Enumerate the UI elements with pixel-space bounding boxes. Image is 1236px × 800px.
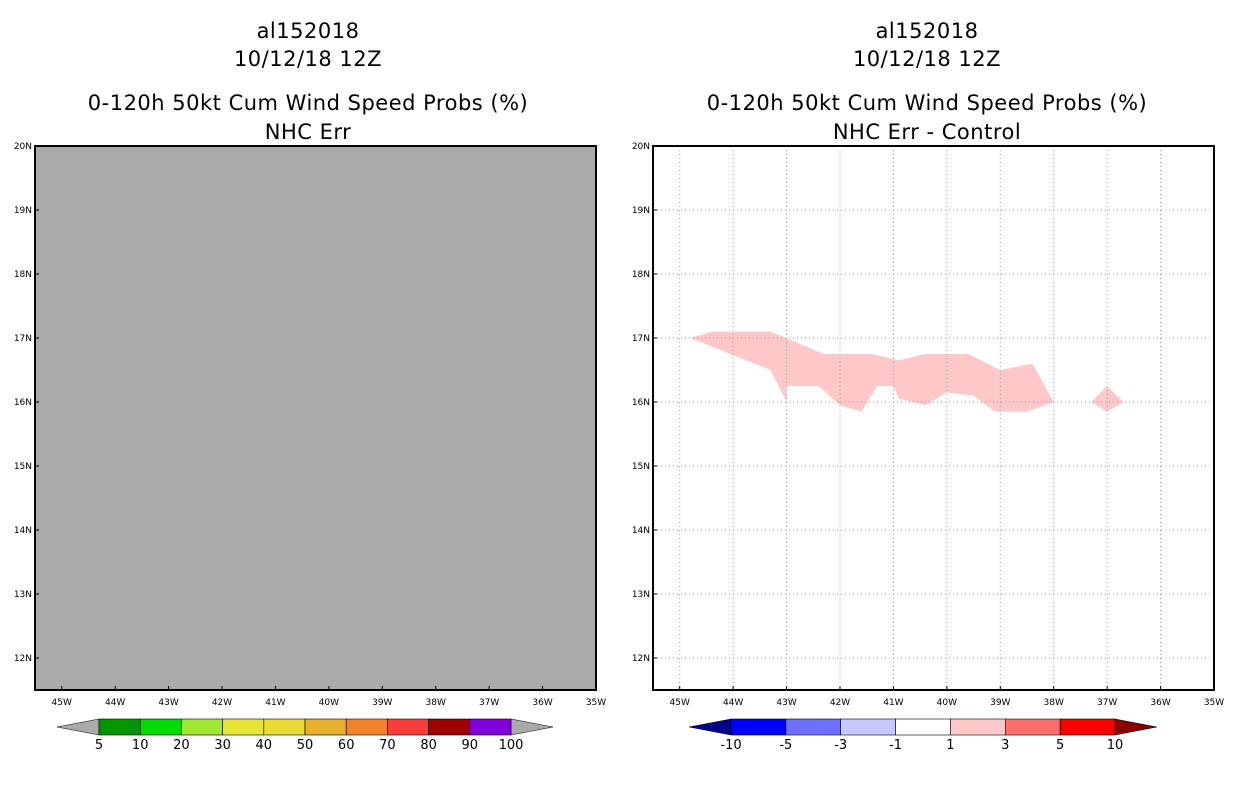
left-lon-tick-label: 45W — [52, 698, 72, 708]
left-lon-tick-label: 38W — [426, 698, 446, 708]
left-title: 0-120h 50kt Cum Wind Speed Probs (%) — [88, 91, 528, 115]
right-lon-tick-label: 43W — [776, 698, 796, 708]
left-probability-field — [35, 146, 596, 690]
left-lon-tick-label: 37W — [479, 698, 499, 708]
left-colorbar-label: 80 — [420, 738, 437, 753]
left-lat-tick-label: 18N — [14, 270, 32, 280]
right-colorbar-label: 1 — [946, 738, 954, 753]
left-lon-tick-label: 36W — [532, 698, 552, 708]
right-colorbar-swatch — [785, 718, 842, 736]
right-map-frame — [652, 145, 1215, 691]
right-lon-tick-label: 37W — [1097, 698, 1117, 708]
right-map-panel: al152018 10/12/18 12Z 0-120h 50kt Cum Wi… — [632, 19, 1224, 753]
right-lon-tick-label: 35W — [1204, 698, 1224, 708]
left-lon-tick-label: 42W — [212, 698, 232, 708]
right-lat-tick-label: 13N — [632, 590, 650, 600]
left-colorbar-swatch — [304, 718, 347, 736]
left-colorbar-label: 5 — [95, 738, 103, 753]
right-colorbar-label: 3 — [1001, 738, 1009, 753]
left-datetime: 10/12/18 12Z — [234, 47, 382, 71]
left-storm-id: al152018 — [257, 19, 360, 43]
left-colorbar-under-arrow — [56, 718, 100, 736]
right-colorbar-swatch — [950, 718, 1006, 736]
right-lon-tick-label: 44W — [723, 698, 743, 708]
left-lon-tick-label: 43W — [158, 698, 178, 708]
right-colorbar-swatch — [840, 718, 896, 736]
right-colorbar-label: 10 — [1107, 738, 1124, 753]
right-colorbar-under-arrow — [688, 718, 732, 736]
right-colorbar-label: -3 — [834, 738, 847, 753]
right-colorbar-swatch — [1059, 718, 1116, 736]
right-lat-tick-label: 20N — [632, 142, 650, 152]
right-colorbar: -10 -5 -3 -1 1 3 5 10 — [688, 718, 1158, 753]
left-colorbar-swatch — [181, 718, 223, 736]
left-colorbar-label: 30 — [214, 738, 231, 753]
right-title: 0-120h 50kt Cum Wind Speed Probs (%) — [707, 91, 1147, 115]
left-subtitle: NHC Err — [265, 120, 352, 144]
right-lon-tick-label: 36W — [1150, 698, 1170, 708]
right-storm-id: al152018 — [876, 19, 979, 43]
left-colorbar-label: 50 — [297, 738, 314, 753]
right-lat-tick-label: 19N — [632, 206, 650, 216]
right-colorbar-label: -5 — [779, 738, 792, 753]
left-colorbar-over-arrow — [510, 718, 554, 736]
left-colorbar-swatch — [345, 718, 388, 736]
right-colorbar-swatch — [730, 718, 787, 736]
left-map-panel: al152018 10/12/18 12Z 0-120h 50kt Cum Wi… — [14, 19, 606, 753]
left-colorbar-label: 90 — [462, 738, 479, 753]
left-colorbar-label: 10 — [132, 738, 149, 753]
right-colorbar-swatch — [895, 718, 951, 736]
positive-difference-region-1 — [690, 331, 1054, 412]
left-lat-tick-label: 15N — [14, 462, 32, 472]
left-colorbar-label: 20 — [173, 738, 190, 753]
right-lat-tick-label: 14N — [632, 526, 650, 536]
right-lon-tick-label: 39W — [990, 698, 1010, 708]
left-lon-tick-label: 40W — [319, 698, 339, 708]
left-colorbar-label: 100 — [499, 738, 524, 753]
left-map-frame — [34, 145, 597, 691]
right-lat-tick-label: 18N — [632, 270, 650, 280]
left-lat-tick-label: 13N — [14, 590, 32, 600]
left-colorbar-label: 40 — [256, 738, 273, 753]
left-colorbar-swatch — [98, 718, 141, 736]
right-lon-tick-label: 41W — [883, 698, 903, 708]
right-colorbar-swatch — [1004, 718, 1061, 736]
left-lat-tick-label: 12N — [14, 654, 32, 664]
left-colorbar-label: 60 — [338, 738, 355, 753]
left-lon-tick-label: 41W — [265, 698, 285, 708]
right-datetime: 10/12/18 12Z — [853, 47, 1001, 71]
right-colorbar-over-arrow — [1114, 718, 1158, 736]
right-lon-tick-label: 42W — [830, 698, 850, 708]
left-lon-tick-label: 39W — [372, 698, 392, 708]
left-lat-tick-label: 16N — [14, 398, 32, 408]
right-lat-tick-label: 12N — [632, 654, 650, 664]
left-colorbar-swatch — [263, 718, 306, 736]
left-colorbar-swatch — [428, 718, 471, 736]
left-lon-tick-label: 44W — [105, 698, 125, 708]
right-lat-tick-label: 15N — [632, 462, 650, 472]
right-map-background — [653, 146, 1214, 690]
right-lon-tick-label: 38W — [1044, 698, 1064, 708]
right-lat-tick-label: 16N — [632, 398, 650, 408]
left-lon-tick-label: 35W — [586, 698, 606, 708]
left-colorbar: 5 10 20 30 40 50 60 70 80 90 100 — [56, 718, 554, 753]
left-lat-tick-label: 17N — [14, 334, 32, 344]
left-colorbar-swatch — [387, 718, 429, 736]
right-lon-tick-label: 40W — [937, 698, 957, 708]
left-colorbar-swatch — [469, 718, 512, 736]
left-lat-tick-label: 20N — [14, 142, 32, 152]
right-lon-tick-label: 45W — [670, 698, 690, 708]
left-lat-tick-label: 14N — [14, 526, 32, 536]
left-colorbar-swatch — [139, 718, 182, 736]
right-subtitle: NHC Err - Control — [833, 120, 1021, 144]
right-lat-tick-label: 17N — [632, 334, 650, 344]
left-colorbar-label: 70 — [379, 738, 396, 753]
left-colorbar-swatch — [222, 718, 265, 736]
left-lat-tick-label: 19N — [14, 206, 32, 216]
right-colorbar-label: 5 — [1056, 738, 1064, 753]
right-colorbar-label: -1 — [889, 738, 902, 753]
right-colorbar-label: -10 — [720, 738, 741, 753]
